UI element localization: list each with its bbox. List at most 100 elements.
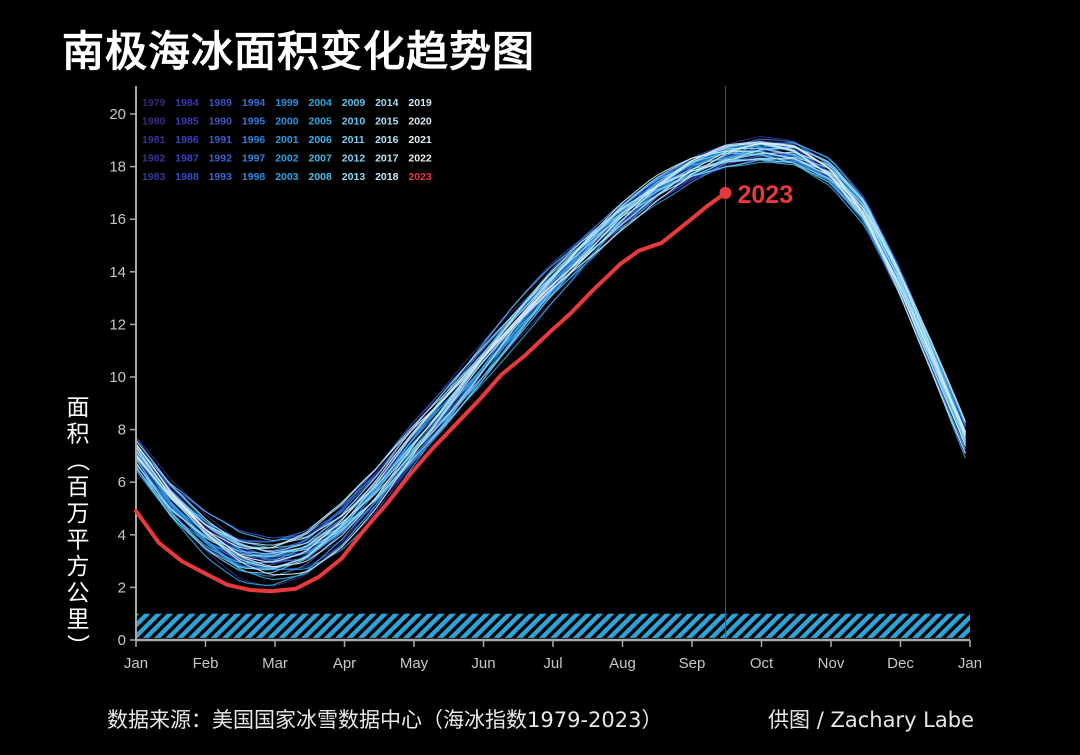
legend-entry-2021: 2021 [408, 134, 432, 146]
legend-entry-1988: 1988 [175, 171, 199, 183]
legend-entry-1979: 1979 [142, 97, 166, 109]
y-tick-label: 4 [118, 527, 126, 544]
series-line-2011 [135, 156, 966, 555]
x-tick-label: Jul [543, 655, 562, 672]
legend-entry-1985: 1985 [175, 116, 199, 128]
series-line-1993 [135, 154, 966, 564]
legend-entry-1993: 1993 [209, 171, 233, 183]
series-line-2018 [135, 141, 966, 568]
series-line-1990 [135, 158, 966, 569]
legend-entry-1987: 1987 [175, 153, 199, 165]
series-line-2014 [135, 147, 966, 549]
series-line-2000 [135, 142, 966, 560]
series-line-2009 [135, 147, 966, 549]
series-line-2017 [135, 151, 966, 546]
legend-entry-2006: 2006 [309, 134, 333, 146]
series-line-2003 [135, 160, 966, 558]
y-tick-label: 18 [109, 159, 126, 176]
series-line-2013 [135, 146, 966, 554]
series-line-2010 [135, 152, 966, 574]
legend-entry-2019: 2019 [408, 97, 432, 109]
x-tick-label: Mar [262, 655, 288, 672]
series-line-2022 [135, 142, 966, 563]
y-axis-label-char: ） [64, 634, 90, 657]
legend-entry-1995: 1995 [242, 116, 266, 128]
legend-entry-2012: 2012 [342, 153, 366, 165]
series-line-2012 [135, 158, 966, 570]
series-line-1991 [135, 141, 966, 552]
series-line-2005 [135, 152, 966, 586]
source-note: 数据来源：美国国家冰雪数据中心（海冰指数1979-2023） [107, 708, 663, 732]
y-axis-label-char: 百 [67, 475, 90, 501]
legend-entry-1990: 1990 [209, 116, 233, 128]
legend-entry-2013: 2013 [342, 171, 366, 183]
y-axis-label-char: 里 [67, 607, 90, 633]
y-tick-label: 10 [109, 369, 126, 386]
series-line-1995 [135, 150, 966, 570]
legend-entry-2004: 2004 [309, 97, 333, 109]
legend-entry-2000: 2000 [275, 116, 299, 128]
series-line-1989 [135, 147, 966, 556]
series-line-1998 [135, 151, 966, 556]
x-tick-label: Feb [193, 655, 219, 672]
y-axis-label-char: 方 [67, 554, 90, 580]
x-tick-label: Dec [887, 655, 914, 672]
legend-entry-1984: 1984 [175, 97, 199, 109]
legend-entry-2014: 2014 [375, 97, 399, 109]
legend-entry-1986: 1986 [175, 134, 199, 146]
legend-entry-2022: 2022 [408, 153, 432, 165]
x-tick-label: May [400, 655, 429, 672]
series-line-1981 [135, 154, 966, 561]
legend-entry-1982: 1982 [142, 153, 166, 165]
x-tick-label: Sep [679, 655, 706, 672]
series-line-1987 [135, 150, 966, 566]
series-line-1997 [135, 145, 966, 577]
y-axis-label-char: 平 [67, 528, 90, 554]
series-line-1992 [135, 153, 966, 543]
series-line-2006 [135, 144, 966, 581]
legend-entry-2007: 2007 [309, 153, 333, 165]
y-tick-label: 20 [109, 106, 126, 123]
y-tick-label: 14 [109, 264, 126, 281]
series-line-1994 [135, 153, 966, 543]
y-axis-label-char: 面 [67, 395, 90, 421]
y-tick-label: 16 [109, 211, 126, 228]
y-axis-label-char: 公 [67, 581, 90, 607]
legend-entry-2001: 2001 [275, 134, 299, 146]
legend-entry-2009: 2009 [342, 97, 366, 109]
series-line-1988 [135, 143, 966, 539]
legend-entry-1998: 1998 [242, 171, 266, 183]
legend-entry-2017: 2017 [375, 153, 399, 165]
legend-entry-2008: 2008 [309, 171, 333, 183]
x-tick-label: Oct [750, 655, 774, 672]
series-line-2020 [135, 143, 966, 568]
x-tick-label: Jan [958, 655, 982, 672]
credit-note: 供图 / Zachary Labe [768, 708, 974, 732]
y-tick-label: 2 [118, 579, 126, 596]
series-line-1986 [135, 154, 966, 558]
series-line-2002 [135, 146, 966, 571]
series-line-2007 [135, 158, 966, 564]
legend-entry-2020: 2020 [408, 116, 432, 128]
series-line-1982 [135, 145, 966, 561]
series-line-1983 [135, 153, 966, 555]
y-tick-label: 8 [118, 422, 126, 439]
legend-entry-1999: 1999 [275, 97, 299, 109]
series-line-1996 [135, 138, 966, 563]
series-line-2016 [135, 157, 966, 557]
legend-entry-2018: 2018 [375, 171, 399, 183]
series-end-label: 2023 [738, 181, 794, 209]
y-axis-label-char: 积 [67, 422, 90, 448]
hatched-band [136, 613, 970, 638]
chart-title: 南极海冰面积变化趋势图 [62, 27, 536, 76]
series-line-1984 [135, 140, 966, 564]
x-tick-label: Jun [471, 655, 495, 672]
x-tick-label: Aug [609, 655, 636, 672]
legend-entry-1983: 1983 [142, 171, 166, 183]
series-line-2019 [135, 150, 966, 549]
legend-entry-2002: 2002 [275, 153, 299, 165]
legend-entry-2015: 2015 [375, 116, 399, 128]
legend-entry-1997: 1997 [242, 153, 266, 165]
legend-entry-2011: 2011 [342, 134, 365, 146]
y-tick-label: 0 [118, 632, 126, 649]
